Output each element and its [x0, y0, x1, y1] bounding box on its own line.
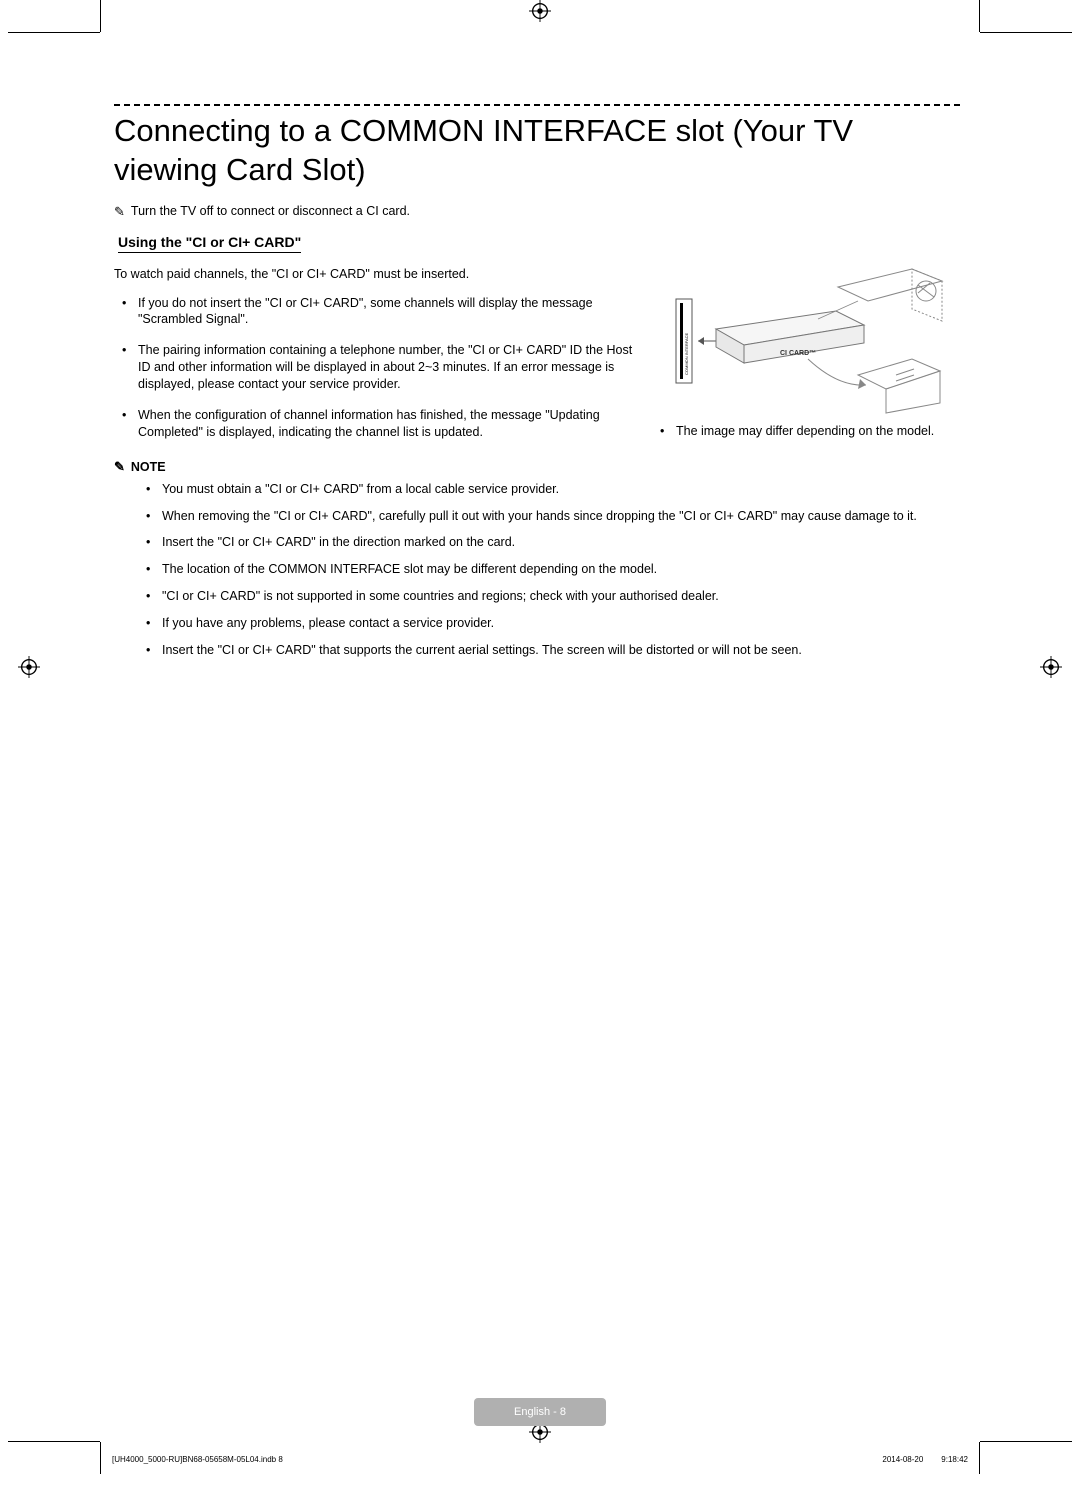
two-column-layout: To watch paid channels, the "CI or CI+ C…	[114, 267, 960, 455]
note-label-text: NOTE	[131, 460, 166, 474]
crop-line	[980, 32, 1072, 33]
intro-text: To watch paid channels, the "CI or CI+ C…	[114, 267, 642, 281]
list-item: If you have any problems, please contact…	[162, 615, 960, 632]
primary-list: If you do not insert the "CI or CI+ CARD…	[114, 295, 642, 441]
page-title: Connecting to a COMMON INTERFACE slot (Y…	[114, 112, 960, 190]
page-footer-badge: English - 8	[474, 1398, 606, 1426]
list-item: When removing the "CI or CI+ CARD", care…	[162, 508, 960, 525]
svg-text:COMMON INTERFACE: COMMON INTERFACE	[684, 332, 689, 375]
print-footer-file: [UH4000_5000-RU]BN68-05658M-05L04.indb 8	[112, 1455, 283, 1464]
list-item: The location of the COMMON INTERFACE slo…	[162, 561, 960, 578]
top-note-text: Turn the TV off to connect or disconnect…	[131, 204, 410, 218]
list-item: Insert the "CI or CI+ CARD" in the direc…	[162, 534, 960, 551]
list-item: You must obtain a "CI or CI+ CARD" from …	[162, 481, 960, 498]
crop-line	[100, 1442, 101, 1474]
note-label: ✎ NOTE	[114, 459, 960, 475]
crop-line	[8, 1441, 100, 1442]
section-heading-wrap: Using the "CI or CI+ CARD"	[114, 234, 960, 267]
crop-line	[979, 1442, 980, 1474]
diagram-caption: The image may differ depending on the mo…	[676, 423, 960, 440]
list-item: "CI or CI+ CARD" is not supported in som…	[162, 588, 960, 605]
list-item: Insert the "CI or CI+ CARD" that support…	[162, 642, 960, 659]
list-item: If you do not insert the "CI or CI+ CARD…	[138, 295, 642, 329]
list-item: The pairing information containing a tel…	[138, 342, 642, 393]
pencil-icon: ✎	[114, 204, 125, 220]
list-item: When the configuration of channel inform…	[138, 407, 642, 441]
top-note: ✎ Turn the TV off to connect or disconne…	[114, 204, 960, 220]
right-column: COMMON INTERFACE CI CARD™	[660, 267, 960, 455]
ci-card-diagram: COMMON INTERFACE CI CARD™	[668, 267, 954, 417]
registration-mark-top-icon	[529, 0, 551, 27]
registration-mark-left-icon	[18, 656, 40, 683]
diagram-caption-list: The image may differ depending on the mo…	[660, 423, 960, 440]
page-content: Connecting to a COMMON INTERFACE slot (Y…	[114, 104, 960, 669]
section-heading: Using the "CI or CI+ CARD"	[118, 234, 301, 253]
print-footer-date: 2014-08-20	[882, 1455, 923, 1464]
registration-mark-right-icon	[1040, 656, 1062, 683]
note-list: You must obtain a "CI or CI+ CARD" from …	[114, 481, 960, 659]
crop-line	[8, 32, 100, 33]
svg-text:CI CARD™: CI CARD™	[780, 350, 816, 357]
dashed-divider	[114, 104, 960, 106]
crop-line	[979, 0, 980, 32]
pencil-icon: ✎	[114, 459, 125, 475]
left-column: To watch paid channels, the "CI or CI+ C…	[114, 267, 642, 455]
crop-line	[100, 0, 101, 32]
crop-line	[980, 1441, 1072, 1442]
print-footer: [UH4000_5000-RU]BN68-05658M-05L04.indb 8…	[112, 1455, 968, 1464]
print-footer-time: 9:18:42	[941, 1455, 968, 1464]
